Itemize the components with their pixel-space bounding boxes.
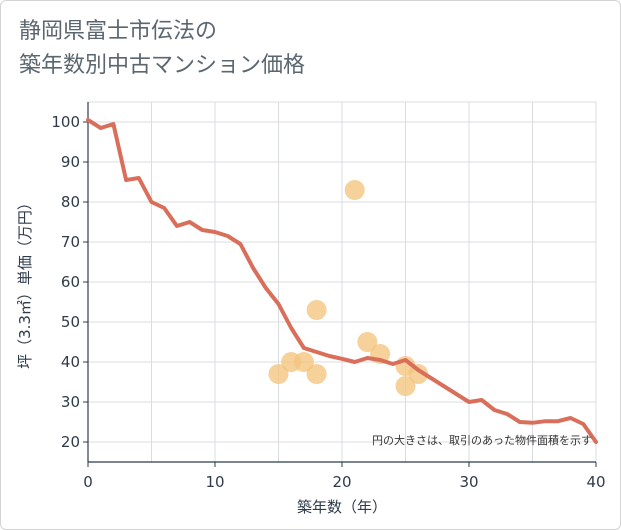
- chart-title: 静岡県富士市伝法の 築年数別中古マンション価格: [19, 15, 305, 83]
- x-tick-label: 0: [83, 473, 93, 491]
- data-point: [268, 364, 289, 384]
- y-tick-label: 70: [61, 233, 80, 251]
- data-point: [395, 376, 416, 396]
- y-tick-label: 80: [61, 193, 80, 211]
- y-tick-label: 100: [51, 113, 80, 131]
- y-tick-label: 40: [61, 353, 80, 371]
- y-axis-label: 坪（3.3㎡）単価（万円）: [16, 195, 34, 369]
- x-tick-label: 30: [459, 473, 478, 491]
- data-point: [306, 300, 327, 320]
- axes: [83, 102, 597, 467]
- data-point: [293, 352, 314, 372]
- scatter-points: [268, 180, 429, 396]
- trend-line-group: [86, 118, 598, 444]
- chart-title-line1: 静岡県富士市伝法の: [19, 19, 218, 44]
- y-tick-label: 50: [61, 313, 80, 331]
- data-point: [408, 364, 429, 384]
- x-tick-label: 20: [332, 473, 351, 491]
- tick-labels: 0 10 20 30 40 20 30 40 50 60 70 80 90 100: [51, 113, 605, 491]
- x-tick-label: 10: [205, 473, 224, 491]
- grid: [87, 101, 597, 463]
- y-tick-label: 30: [61, 393, 80, 411]
- x-axis-label: 築年数（年）: [297, 498, 387, 516]
- y-tick-label: 20: [61, 433, 80, 451]
- y-tick-label: 60: [61, 273, 80, 291]
- annotation-note: 円の大きさは、取引のあった物件面積を示す: [372, 433, 592, 447]
- data-point: [357, 332, 378, 352]
- trend-line: [86, 118, 598, 444]
- x-tick-label: 40: [586, 473, 605, 491]
- data-point: [306, 364, 327, 384]
- chart-title-line2: 築年数別中古マンション価格: [19, 53, 306, 78]
- data-point: [344, 180, 365, 200]
- y-tick-label: 90: [61, 153, 80, 171]
